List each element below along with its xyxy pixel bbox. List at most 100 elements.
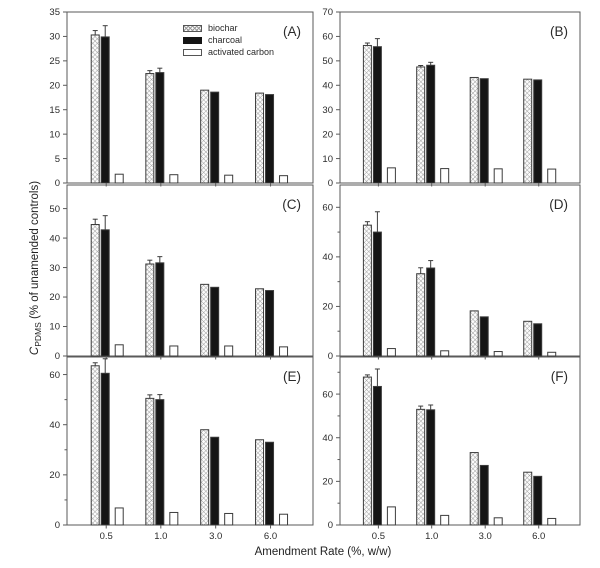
bar-charcoal xyxy=(479,316,489,357)
bar-charcoal xyxy=(372,385,382,526)
bar-charcoal xyxy=(265,441,275,526)
y-tick-label: 25 xyxy=(49,56,60,67)
y-axis-title-symbol: C xyxy=(28,346,41,356)
y-tick-label: 30 xyxy=(49,263,60,274)
charcoal-swatch-icon xyxy=(183,36,202,44)
panel-D: 0 20 40 60 (D) xyxy=(322,184,581,362)
panel-frame xyxy=(339,356,581,526)
bar-activated-carbon xyxy=(386,506,396,526)
y-tick-label: 0 xyxy=(328,520,333,531)
bar-biochar xyxy=(362,376,372,526)
bar-biochar xyxy=(145,263,155,357)
bar-charcoal xyxy=(155,72,165,184)
panel-label: (B) xyxy=(550,24,568,39)
legend-label-biochar: biochar xyxy=(208,23,238,33)
y-tick-label: 10 xyxy=(49,322,60,333)
y-tick-label: 20 xyxy=(322,477,333,488)
bar-charcoal xyxy=(426,267,436,357)
biochar-swatch-icon xyxy=(183,24,202,32)
panel-label: (E) xyxy=(283,369,301,384)
bar-biochar xyxy=(200,89,210,184)
bar-charcoal xyxy=(155,399,165,526)
y-tick-label: 0 xyxy=(328,351,333,362)
bar-charcoal xyxy=(479,464,489,526)
y-tick-label: 20 xyxy=(322,129,333,140)
y-tick-label: 20 xyxy=(49,292,60,303)
y-tick-label: 40 xyxy=(322,252,333,263)
bar-activated-carbon xyxy=(169,345,179,357)
bar-biochar xyxy=(90,34,100,184)
panel-E: 0 20 40 60 0.5 1.0 3.0 6.0 (E) xyxy=(49,356,314,542)
bar-biochar xyxy=(469,452,479,526)
bar-activated-carbon xyxy=(386,348,396,357)
bar-activated-carbon xyxy=(114,173,124,184)
legend-label-activated-carbon: activated carbon xyxy=(208,47,275,57)
legend-item-biochar: biochar xyxy=(183,22,274,34)
bar-activated-carbon xyxy=(547,168,557,184)
panel-C: 0 10 20 30 40 50 (C) xyxy=(49,184,314,362)
bar-biochar xyxy=(362,224,372,357)
bar-charcoal xyxy=(265,94,275,184)
x-tick-label: 3.0 xyxy=(479,531,492,542)
activated-carbon-swatch-icon xyxy=(183,48,202,56)
bar-biochar xyxy=(523,320,533,357)
bar-biochar xyxy=(90,224,100,357)
bar-biochar xyxy=(200,429,210,526)
bar-activated-carbon xyxy=(279,175,289,184)
bar-charcoal xyxy=(210,286,220,357)
bar-biochar xyxy=(362,44,372,184)
bar-charcoal xyxy=(265,290,275,357)
x-tick-label: 1.0 xyxy=(425,531,438,542)
bar-biochar xyxy=(523,78,533,184)
bar-activated-carbon xyxy=(493,351,503,357)
bar-charcoal xyxy=(100,229,110,357)
panel-F: 0 20 40 60 0.5 1.0 3.0 6.0 (F) xyxy=(322,356,581,542)
y-tick-label: 0 xyxy=(55,520,60,531)
x-axis-title: Amendment Rate (%, w/w) xyxy=(254,546,392,558)
panel-label: (F) xyxy=(551,369,568,384)
bar-activated-carbon xyxy=(169,511,179,526)
bar-activated-carbon xyxy=(224,174,234,184)
bar-activated-carbon xyxy=(547,517,557,526)
bar-biochar xyxy=(145,397,155,526)
y-tick-label: 40 xyxy=(49,233,60,244)
bar-charcoal xyxy=(479,78,489,184)
panel-label: (C) xyxy=(282,197,301,212)
panel-frame xyxy=(339,184,581,357)
bar-charcoal xyxy=(210,436,220,526)
bar-activated-carbon xyxy=(114,344,124,357)
panel-label: (A) xyxy=(283,24,301,39)
y-tick-label: 30 xyxy=(322,105,333,116)
bar-activated-carbon xyxy=(224,345,234,357)
bar-biochar xyxy=(416,408,426,526)
y-tick-label: 60 xyxy=(322,203,333,214)
y-axis-title-subscript: PDMS xyxy=(33,322,44,347)
bar-charcoal xyxy=(372,231,382,357)
bar-charcoal xyxy=(533,79,543,184)
bar-activated-carbon xyxy=(440,514,450,526)
y-tick-label: 60 xyxy=(322,389,333,400)
panel-B: 0 10 20 30 40 50 60 70 (B) xyxy=(322,7,581,189)
y-tick-label: 20 xyxy=(49,470,60,481)
bar-biochar xyxy=(523,471,533,526)
bar-activated-carbon xyxy=(440,350,450,357)
y-tick-label: 60 xyxy=(322,32,333,43)
x-tick-label: 0.5 xyxy=(100,531,113,542)
bar-charcoal xyxy=(372,46,382,184)
y-tick-label: 20 xyxy=(49,80,60,91)
panel-frame xyxy=(66,184,314,357)
legend-item-charcoal: charcoal xyxy=(183,34,274,46)
x-tick-label: 1.0 xyxy=(154,531,167,542)
y-tick-label: 40 xyxy=(322,80,333,91)
bar-biochar xyxy=(200,283,210,357)
bar-charcoal xyxy=(100,36,110,184)
bar-biochar xyxy=(469,76,479,184)
bar-biochar xyxy=(90,365,100,526)
panel-label: (D) xyxy=(549,197,568,212)
y-tick-label: 0 xyxy=(55,351,60,362)
panel-A: 0 5 10 15 20 25 30 35 (A) xyxy=(49,7,314,189)
bar-activated-carbon xyxy=(493,168,503,184)
y-tick-label: 50 xyxy=(322,56,333,67)
